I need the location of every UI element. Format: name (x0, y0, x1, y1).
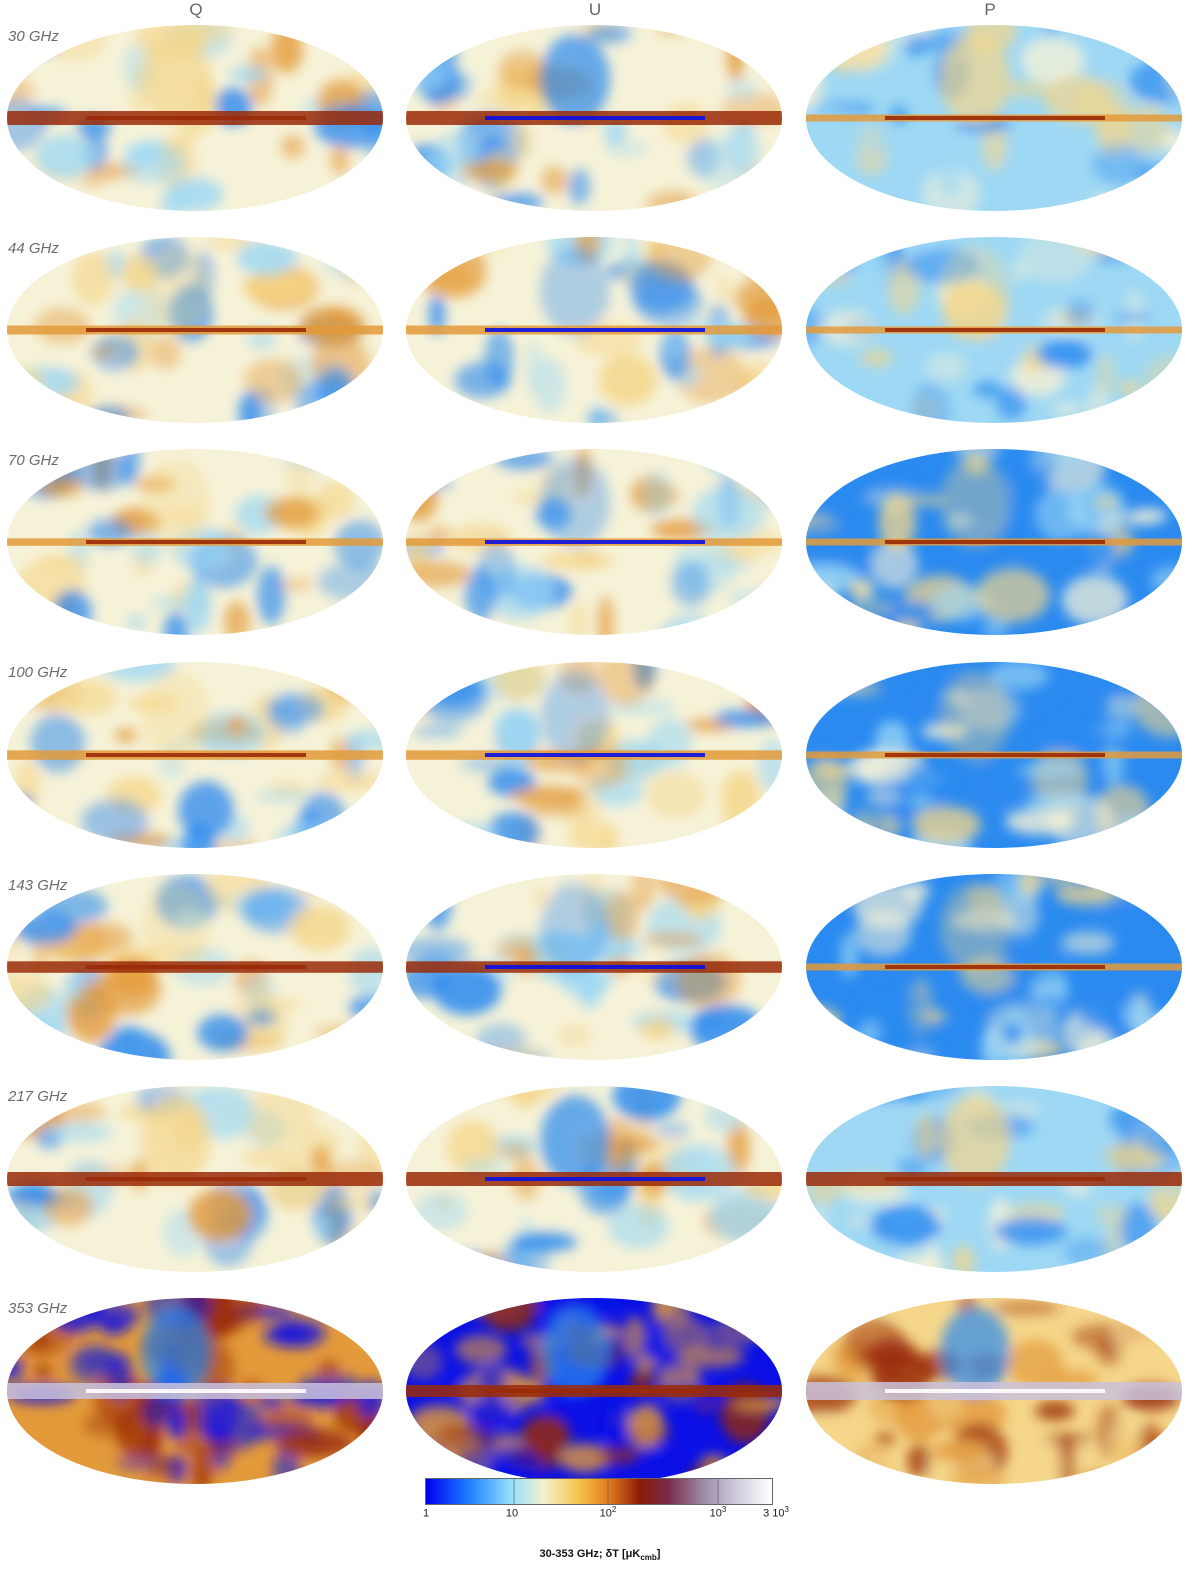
sky-map-p-70ghz (805, 448, 1183, 636)
sky-map-q-353ghz (6, 1297, 384, 1485)
freq-label-44: 44 GHz (8, 240, 59, 257)
colorbar-tick-10: 10 (505, 1507, 519, 1520)
colorbar-tick-100: 102 (599, 1505, 617, 1520)
sky-map-u-70ghz (405, 448, 783, 636)
sky-map-u-44ghz (405, 236, 783, 424)
colorbar-tick-1: 1 (422, 1507, 430, 1520)
colorbar-tick-3000: 3 103 (763, 1505, 789, 1520)
sky-map-p-30ghz (805, 24, 1183, 212)
column-header-q: Q (189, 0, 203, 19)
colorbar-gradient (426, 1479, 772, 1504)
sky-map-p-353ghz (805, 1297, 1183, 1485)
freq-label-217: 217 GHz (8, 1088, 68, 1105)
colorbar (425, 1478, 773, 1505)
freq-label-30: 30 GHz (8, 28, 59, 45)
sky-map-q-100ghz (6, 661, 384, 849)
sky-map-u-217ghz (405, 1085, 783, 1273)
sky-map-u-100ghz (405, 661, 783, 849)
sky-map-u-143ghz (405, 873, 783, 1061)
sky-map-q-30ghz (6, 24, 384, 212)
sky-map-u-353ghz (405, 1297, 783, 1485)
sky-map-p-44ghz (805, 236, 1183, 424)
freq-label-353: 353 GHz (8, 1300, 68, 1317)
sky-map-q-217ghz (6, 1085, 384, 1273)
freq-label-100: 100 GHz (8, 664, 68, 681)
colorbar-title: 30-353 GHz; δT [μKcmb] (539, 1548, 661, 1563)
column-header-u: U (588, 0, 602, 19)
freq-label-70: 70 GHz (8, 452, 59, 469)
column-header-p: P (984, 0, 996, 19)
freq-label-143: 143 GHz (8, 877, 68, 894)
sky-map-u-30ghz (405, 24, 783, 212)
sky-map-p-100ghz (805, 661, 1183, 849)
colorbar-tick-1000: 103 (709, 1505, 727, 1520)
sky-map-q-143ghz (6, 873, 384, 1061)
sky-map-q-70ghz (6, 448, 384, 636)
sky-map-p-143ghz (805, 873, 1183, 1061)
sky-map-q-44ghz (6, 236, 384, 424)
sky-map-p-217ghz (805, 1085, 1183, 1273)
